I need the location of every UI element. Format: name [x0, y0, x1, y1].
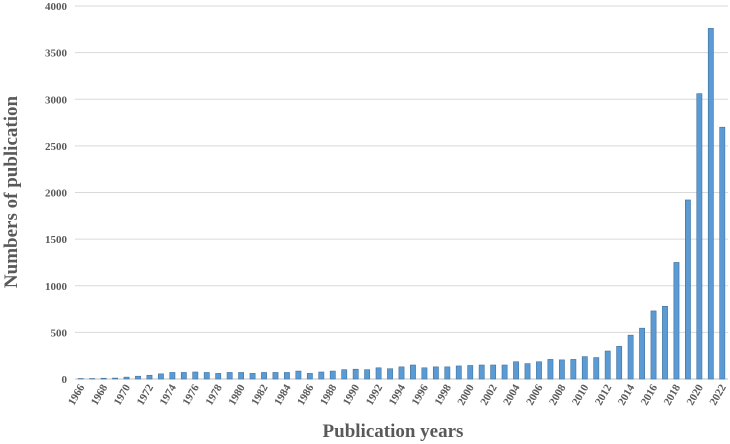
- bar: [352, 368, 359, 380]
- y-tick-label: 500: [51, 327, 68, 339]
- bar: [226, 372, 233, 380]
- x-tick-label: 2000: [455, 382, 477, 407]
- x-tick-label: 1992: [364, 382, 386, 407]
- bar: [364, 369, 371, 380]
- x-tick-label: 2022: [707, 382, 729, 407]
- bar: [558, 359, 565, 380]
- bar: [295, 370, 302, 380]
- bar: [123, 376, 130, 380]
- bar: [272, 372, 279, 380]
- y-tick-label: 4000: [45, 1, 68, 13]
- y-tick-label: 2000: [45, 188, 68, 200]
- bar: [444, 366, 451, 380]
- y-tick-label: 1000: [45, 281, 68, 293]
- x-tick-label: 2008: [547, 382, 569, 407]
- bar: [501, 364, 508, 380]
- x-tick-label: 2018: [662, 382, 684, 407]
- x-tick-label: 1974: [158, 382, 180, 407]
- bar: [398, 366, 405, 380]
- y-tick-label: 0: [62, 374, 68, 386]
- bar: [719, 126, 726, 380]
- x-tick-label: 1980: [226, 382, 248, 407]
- x-tick-label: 1972: [135, 382, 157, 407]
- bar: [593, 357, 600, 380]
- bar: [192, 371, 199, 380]
- x-tick-label: 1982: [249, 382, 271, 407]
- x-tick-label: 1966: [66, 382, 88, 407]
- bar: [707, 28, 714, 380]
- bar: [341, 369, 348, 380]
- bar: [375, 367, 382, 380]
- bar: [432, 366, 439, 380]
- bar: [146, 374, 153, 380]
- bar: [387, 368, 393, 380]
- bar: [318, 371, 325, 380]
- x-tick-label: 1998: [433, 382, 455, 407]
- bar: [547, 359, 554, 380]
- bar: [604, 350, 611, 380]
- bar: [627, 334, 634, 380]
- x-tick-label: 1996: [410, 382, 432, 407]
- x-tick-label: 1994: [387, 382, 409, 407]
- bar: [650, 310, 657, 380]
- bar: [673, 262, 680, 380]
- x-tick-label: 2004: [501, 382, 523, 407]
- x-tick-label: 2014: [616, 382, 638, 407]
- bar: [421, 367, 428, 380]
- x-tick-label: 1986: [295, 382, 317, 407]
- x-tick-label: 1970: [112, 382, 134, 407]
- x-tick-label: 1968: [89, 382, 111, 407]
- bar: [616, 346, 623, 380]
- x-tick-label: 1984: [272, 382, 294, 407]
- bar: [490, 364, 497, 380]
- x-tick-label: 2002: [478, 382, 500, 407]
- bar: [215, 373, 222, 380]
- bar: [112, 377, 118, 380]
- bar: [570, 359, 577, 380]
- x-tick-label: 2006: [524, 382, 546, 407]
- x-tick-label: 2016: [639, 382, 661, 407]
- x-tick-label: 1976: [180, 382, 202, 407]
- bar: [536, 361, 542, 380]
- bar: [639, 327, 645, 380]
- bar: [261, 372, 267, 380]
- bar: [180, 372, 187, 380]
- bar: [581, 356, 588, 380]
- x-tick-label: 1990: [341, 382, 363, 407]
- bar: [329, 370, 336, 380]
- bar: [203, 372, 210, 380]
- y-axis-title: Numbers of publication: [1, 96, 22, 289]
- bar: [685, 199, 691, 380]
- y-tick-label: 3000: [45, 94, 68, 106]
- bar: [238, 372, 245, 380]
- bar: [249, 373, 256, 380]
- bar: [513, 361, 519, 380]
- bar: [662, 305, 668, 380]
- x-tick-label: 2010: [570, 382, 592, 407]
- bar: [478, 364, 485, 380]
- bar: [455, 365, 462, 380]
- y-tick-label: 1500: [45, 234, 68, 246]
- x-tick-label: 1978: [203, 382, 225, 407]
- bar: [410, 364, 416, 380]
- x-tick-label: 1988: [318, 382, 340, 407]
- x-axis-title: Publication years: [323, 421, 464, 442]
- x-tick-label: 2020: [685, 382, 707, 407]
- bar: [467, 365, 474, 380]
- y-tick-label: 3500: [45, 48, 68, 60]
- bar: [158, 373, 164, 380]
- bar: [524, 363, 531, 380]
- x-tick-label: 2012: [593, 382, 615, 407]
- bar: [306, 373, 313, 380]
- y-tick-label: 2500: [45, 141, 68, 153]
- bar: [169, 372, 176, 380]
- bar: [696, 93, 703, 380]
- bar: [284, 372, 290, 380]
- bar: [100, 377, 107, 380]
- bar: [135, 375, 141, 380]
